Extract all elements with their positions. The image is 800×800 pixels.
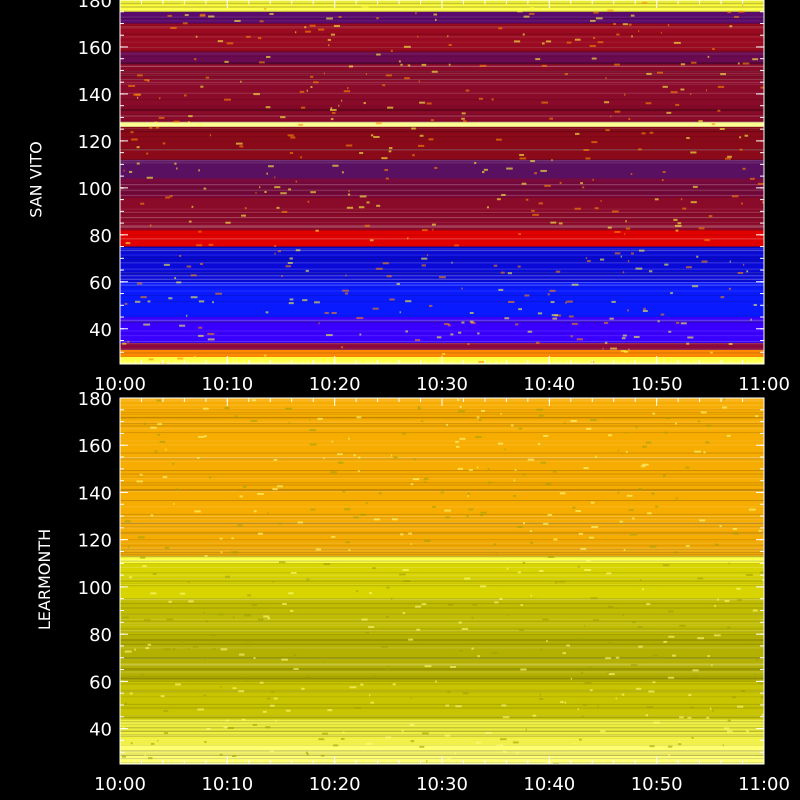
y-tick-label: 40 (89, 320, 112, 341)
y-tick-label: 180 (78, 0, 112, 12)
x-tick-label: 10:10 (201, 374, 253, 395)
heatmap-band-2 (120, 681, 764, 720)
x-tick-label: 10:00 (94, 774, 146, 795)
y-tick-label: 40 (89, 720, 112, 741)
heatmap-band-4 (120, 598, 764, 635)
learmonth-spectrogram (120, 398, 764, 764)
heatmap-band-1 (120, 349, 764, 357)
x-tick-label: 10:00 (94, 374, 146, 395)
y-tick-label: 120 (78, 132, 112, 153)
x-tick-label: 10:40 (523, 774, 575, 795)
heatmap-band-3 (120, 317, 764, 343)
x-tick-label: 10:10 (201, 774, 253, 795)
heatmap-band-11 (120, 122, 764, 127)
y-tick-label: 80 (89, 226, 112, 247)
y-tick-label: 160 (78, 38, 112, 59)
x-tick-label: 10:50 (631, 374, 683, 395)
x-tick-label: 11:00 (738, 774, 790, 795)
x-tick-label: 11:00 (738, 374, 790, 395)
y-tick-label: 60 (89, 672, 112, 693)
learmonth-heatmap-svg (120, 398, 764, 764)
y-tick-label: 100 (78, 578, 112, 599)
heatmap-band-7 (120, 539, 764, 557)
x-tick-label: 10:30 (416, 374, 468, 395)
y-tick-label: 140 (78, 85, 112, 106)
y-tick-label: 140 (78, 483, 112, 504)
heatmap-band-6 (120, 556, 764, 564)
san-vito-spectrogram (120, 0, 764, 364)
x-tick-label: 10:40 (523, 374, 575, 395)
heatmap-band-5 (120, 563, 764, 599)
heatmap-band-0 (120, 745, 764, 764)
heatmap-band-4 (120, 281, 764, 318)
heatmap-band-5 (120, 246, 764, 282)
x-tick-label: 10:30 (416, 774, 468, 795)
plot-frame (119, 397, 765, 765)
heatmap-band-12 (120, 63, 764, 123)
learmonth-ylabel: LEARMONTH (35, 528, 55, 631)
y-tick-label: 80 (89, 625, 112, 646)
x-tick-label: 10:20 (309, 774, 361, 795)
y-tick-label: 180 (78, 389, 112, 410)
y-tick-label: 120 (78, 531, 112, 552)
heatmap-band-9 (120, 159, 764, 179)
heatmap-band-8 (120, 398, 764, 540)
x-tick-label: 10:50 (631, 774, 683, 795)
y-tick-label: 100 (78, 179, 112, 200)
x-tick-label: 10:20 (309, 374, 361, 395)
san-vito-heatmap-svg (120, 0, 764, 364)
san-vito-axes: 40 60 80 100 120 140 160 180 10:00 10:10 10:20 10:3… (78, 0, 790, 395)
heatmap-band-14 (120, 23, 764, 52)
y-tick-label: 160 (78, 436, 112, 457)
heatmap-texture (120, 398, 764, 764)
y-tick-label: 60 (89, 273, 112, 294)
heatmap-texture (120, 1, 764, 364)
heatmap-band-3 (120, 634, 764, 682)
heatmap-band-10 (120, 126, 764, 160)
heatmap-band-15 (120, 11, 764, 24)
heatmap-band-2 (120, 342, 764, 350)
heatmap-band-13 (120, 51, 764, 64)
heatmap-band-6 (120, 230, 764, 247)
heatmap-band-7 (120, 197, 764, 231)
